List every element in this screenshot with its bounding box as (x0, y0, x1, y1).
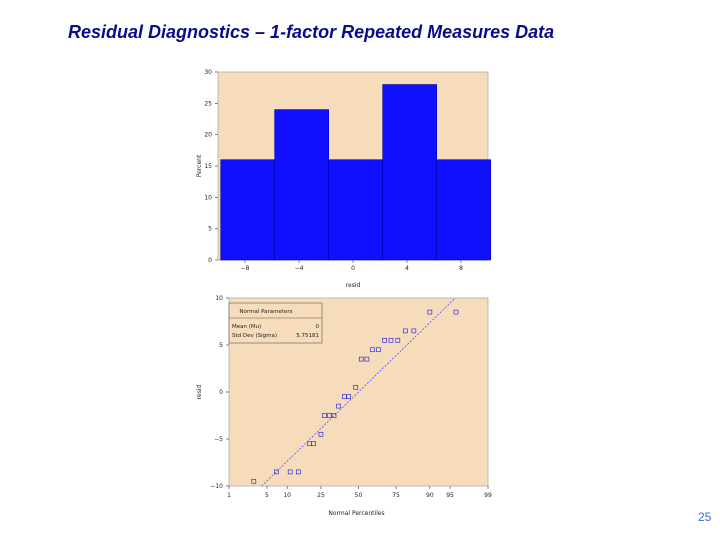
x-tick-label: 1 (227, 492, 231, 499)
histogram-bar (274, 109, 330, 261)
residual-point (395, 337, 401, 343)
residual-point (326, 413, 332, 418)
residual-point (346, 394, 352, 400)
slide-title: Residual Diagnostics – 1-factor Repeated… (68, 22, 555, 42)
y-tick-label: 15 (204, 163, 212, 170)
residual-point (287, 469, 293, 475)
legend-title: Normal Parameters (239, 309, 292, 315)
x-tick-label: −8 (241, 265, 250, 272)
y-axis-label: Percent (196, 154, 203, 177)
residual-point (318, 431, 324, 437)
y-tick-label: −5 (214, 436, 223, 443)
y-tick-label: 25 (204, 100, 212, 107)
histogram-bar (220, 159, 275, 261)
residual-point (427, 309, 433, 315)
y-tick-label: 5 (219, 342, 223, 349)
legend-row-label: Std Dev (Sigma) (232, 333, 277, 339)
legend-row-label: Mean (Mu) (232, 324, 261, 330)
residual-point (358, 356, 364, 362)
x-tick-label: 75 (392, 492, 400, 499)
residual-point (364, 356, 370, 362)
x-tick-label: 90 (426, 492, 434, 499)
y-tick-label: 10 (204, 194, 212, 201)
residual-point (353, 384, 359, 390)
y-tick-label: 0 (208, 257, 212, 264)
x-tick-label: 99 (484, 492, 492, 499)
y-tick-label: −10 (210, 483, 223, 490)
x-tick-label: 95 (446, 492, 454, 499)
residual-point (403, 328, 408, 334)
residual-point (331, 413, 337, 418)
residual-point (376, 347, 381, 353)
x-tick-label: 5 (265, 492, 269, 499)
legend-box (228, 302, 323, 344)
x-tick-label: 4 (405, 265, 409, 272)
page-number: 25 (698, 510, 712, 524)
histogram-bar (328, 159, 384, 261)
residual-point (322, 413, 327, 418)
residual-point (382, 337, 387, 343)
x-tick-label: −4 (295, 265, 304, 272)
x-tick-label: 8 (459, 265, 463, 272)
y-tick-label: 20 (204, 132, 212, 139)
x-axis-label: Normal Percentiles (328, 510, 384, 517)
y-tick-label: 5 (208, 226, 212, 233)
residual-point (273, 469, 279, 475)
histogram-bar (382, 84, 438, 261)
y-tick-label: 0 (219, 389, 223, 396)
residual-point (388, 337, 394, 343)
residual-point (370, 347, 375, 353)
residual-point (251, 478, 257, 484)
legend-row-value: 0 (316, 324, 320, 330)
residual-point (411, 328, 417, 334)
y-tick-label: 30 (204, 69, 212, 76)
y-tick-label: 10 (215, 295, 223, 302)
normal-parameters-legend: Normal Parameters Mean (Mu) 0 Std Dev (Sigm… (228, 302, 323, 344)
x-tick-label: 10 (283, 492, 291, 499)
histogram-bar (436, 159, 492, 261)
residual-point (311, 441, 316, 447)
legend-row-value: 5.75181 (296, 333, 319, 339)
residual-point (296, 469, 301, 475)
x-tick-label: 0 (351, 265, 355, 272)
x-tick-label: 50 (355, 492, 363, 499)
residual-point (453, 309, 459, 315)
residual-point (336, 403, 341, 409)
y-axis-label: resid (196, 385, 203, 400)
x-axis-label: resid (346, 282, 361, 289)
histogram-chart: 0 5 10 15 20 25 30 −8 −4 0 4 8 resid Percent (196, 69, 492, 289)
normal-reference-line (261, 297, 456, 487)
x-tick-label: 25 (317, 492, 325, 499)
